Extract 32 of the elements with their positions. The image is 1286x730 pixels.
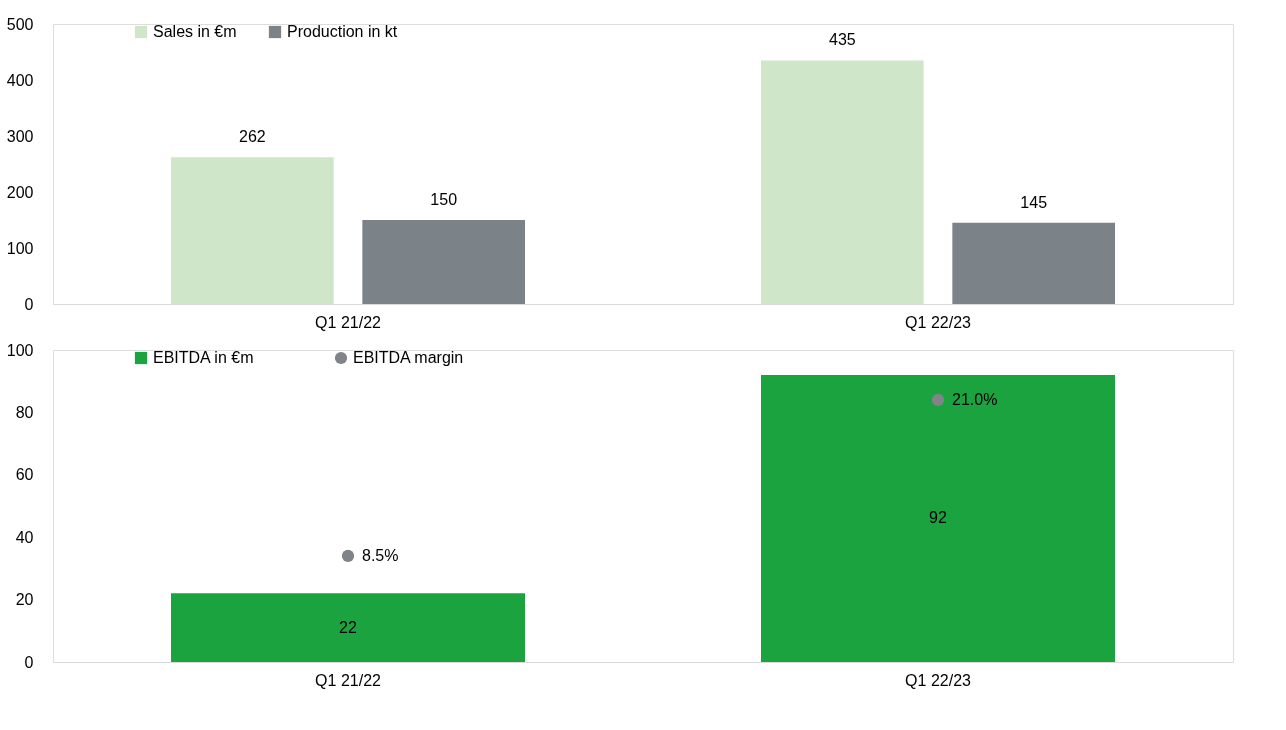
bar [761, 60, 924, 304]
y-tick-label: 500 [6, 15, 34, 33]
bar [952, 222, 1115, 304]
y-tick-label: 100 [6, 239, 34, 257]
data-label: 262 [238, 128, 266, 146]
legend-label: EBITDA margin [353, 349, 464, 366]
y-tick-label: 80 [15, 403, 34, 421]
bar [171, 157, 334, 304]
data-label: 21.0% [952, 390, 998, 408]
legend-label: Production in kt [287, 23, 398, 40]
data-label: 150 [430, 191, 458, 208]
y-tick-label: 0 [24, 295, 34, 313]
x-tick-label: Q1 22/23 [905, 313, 972, 331]
x-tick-label: Q1 22/23 [905, 671, 972, 689]
data-label: 145 [1020, 193, 1048, 211]
data-label: 22 [339, 618, 357, 636]
y-tick-label: 200 [6, 183, 34, 201]
bar [362, 220, 525, 304]
x-tick-label: Q1 21/22 [315, 671, 382, 689]
y-tick-label: 20 [15, 591, 34, 609]
x-tick-label: Q1 21/22 [315, 313, 382, 331]
legend-label: EBITDA in €m [153, 349, 254, 366]
y-tick-label: 40 [15, 528, 34, 546]
data-label: 8.5% [362, 546, 399, 564]
y-tick-label: 300 [6, 127, 34, 145]
y-tick-label: 100 [6, 341, 34, 359]
data-label: 435 [828, 31, 856, 49]
y-tick-label: 60 [15, 466, 34, 484]
y-tick-label: 0 [24, 653, 34, 671]
data-label: 92 [929, 509, 947, 527]
legend-label: Sales in €m [153, 23, 237, 40]
y-tick-label: 400 [6, 71, 34, 89]
